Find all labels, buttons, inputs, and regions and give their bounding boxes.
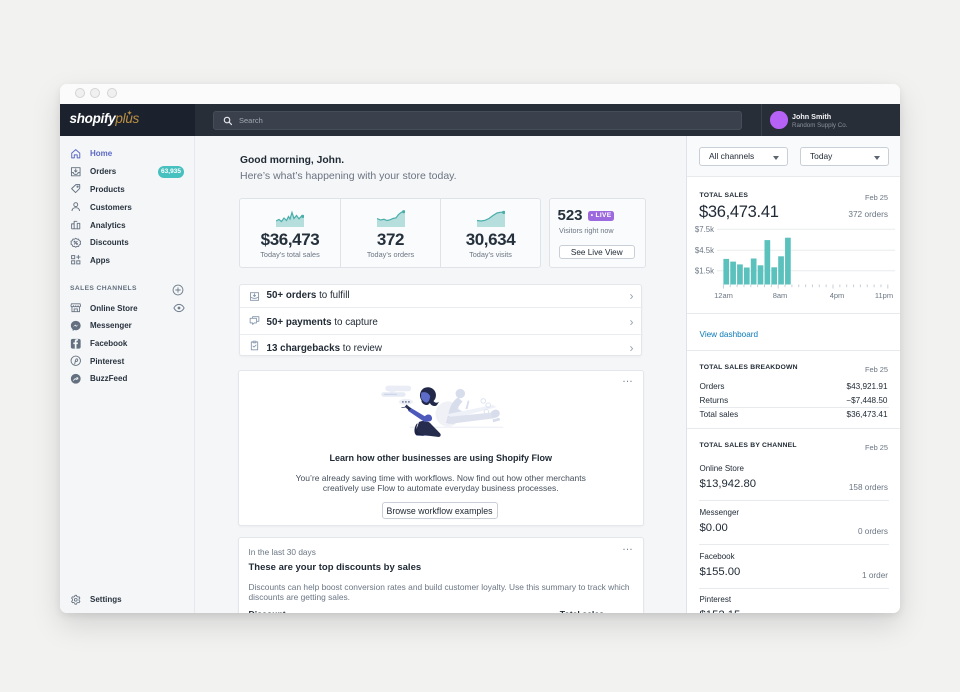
svg-text:$7.5k: $7.5k xyxy=(695,225,714,234)
svg-text:12am: 12am xyxy=(714,291,733,300)
svg-text:8am: 8am xyxy=(773,291,788,300)
svg-text:$4.5k: $4.5k xyxy=(695,246,714,255)
svg-text:11pm: 11pm xyxy=(875,291,893,300)
svg-text:4pm: 4pm xyxy=(830,291,845,300)
svg-text:$1.5k: $1.5k xyxy=(695,267,714,276)
